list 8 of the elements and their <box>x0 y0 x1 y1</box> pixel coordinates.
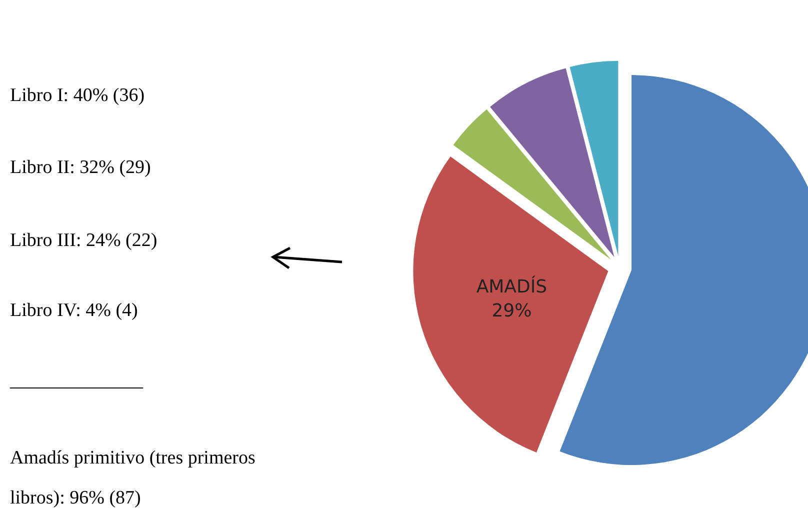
text: Libro IV: 4% (4) <box>10 300 138 321</box>
text: Libro I: 40% (36) <box>10 85 145 106</box>
data-label: 29% <box>492 300 532 322</box>
slice-label: AMADÍS <box>476 276 548 298</box>
text: Libro II: 32% (29) <box>10 157 151 178</box>
text: Amadís primitivo (tres primeros libros): 96% (87) <box>10 448 260 508</box>
text: Libro III: 24% (22) <box>10 230 158 251</box>
text: ______________ <box>9 370 144 391</box>
